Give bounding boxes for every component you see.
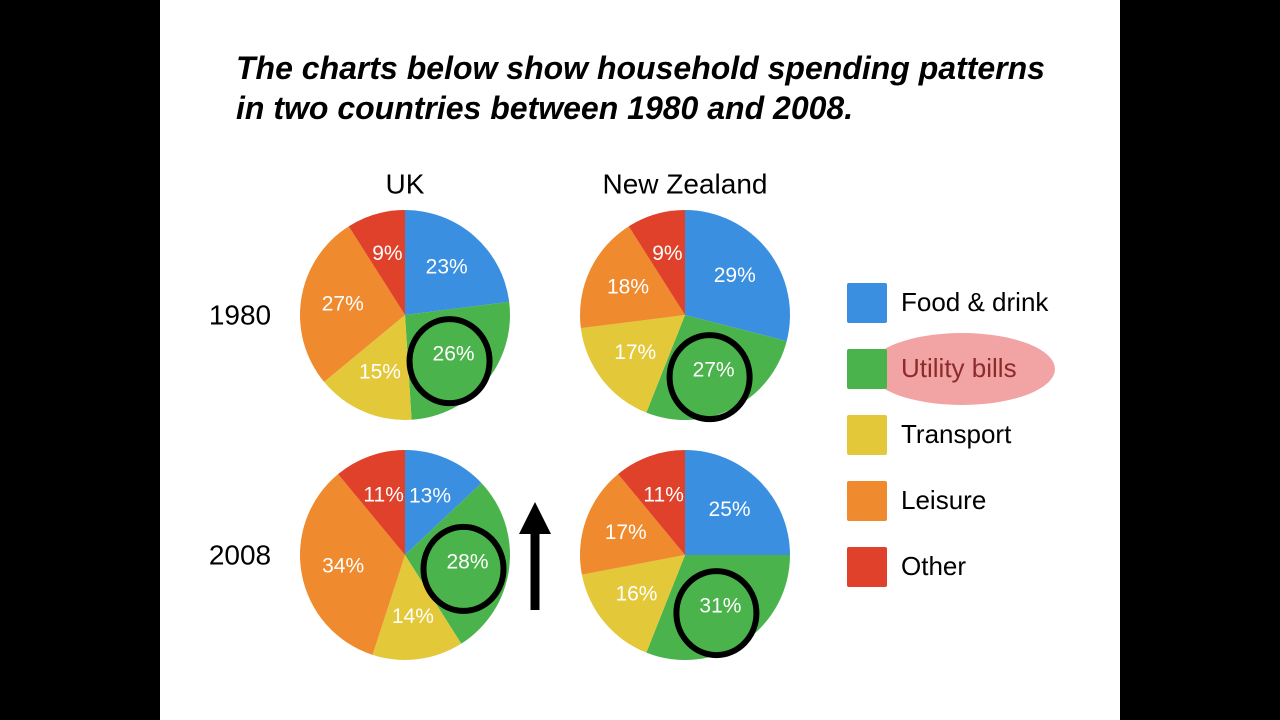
pie-slice	[372, 555, 462, 660]
slice-label: 26%	[433, 343, 475, 366]
pie-slice	[338, 450, 405, 555]
pie-slice	[581, 555, 685, 653]
column-label: New Zealand	[603, 168, 768, 199]
legend-swatch	[847, 349, 887, 389]
slice-label: 17%	[605, 521, 647, 544]
legend-swatch	[847, 481, 887, 521]
pie-slice	[300, 474, 405, 655]
highlight	[869, 333, 1055, 405]
pie-slice	[685, 210, 790, 342]
pie-slice	[580, 474, 685, 575]
slice-label: 11%	[643, 483, 683, 506]
slice-label: 31%	[699, 595, 741, 618]
slice-label: 27%	[322, 293, 364, 316]
slice-label: 17%	[614, 341, 656, 364]
slide-title: The charts below show household spending…	[236, 50, 1045, 126]
slice-label: 9%	[652, 242, 682, 265]
pie-slice	[300, 226, 405, 382]
slice-label: 15%	[359, 360, 401, 383]
pie-slice	[580, 315, 685, 413]
row-label: 2008	[209, 539, 271, 570]
legend-swatch	[847, 283, 887, 323]
slice-label: 27%	[693, 359, 735, 382]
pie-slice	[628, 210, 685, 315]
legend-swatch	[847, 415, 887, 455]
pie-slice	[580, 226, 685, 329]
slice-label: 28%	[446, 550, 488, 573]
slice-label: 16%	[615, 583, 657, 606]
pie-slice	[324, 315, 412, 420]
pie-slice	[646, 315, 787, 420]
pie-slice	[405, 301, 511, 420]
legend-label: Food & drink	[901, 287, 1049, 317]
slice-label: 18%	[607, 276, 649, 299]
slice-label: 29%	[714, 264, 756, 287]
slice-label: 13%	[409, 485, 451, 508]
legend-label: Leisure	[901, 485, 986, 515]
slice-label: 23%	[426, 255, 468, 278]
slice-label: 11%	[363, 483, 403, 506]
annotation-circle	[666, 332, 753, 423]
annotation-circle	[420, 523, 507, 614]
slice-label: 25%	[709, 498, 751, 521]
column-label: UK	[386, 168, 425, 199]
legend-swatch	[847, 547, 887, 587]
pie-slice	[405, 209, 510, 315]
legend-label: Other	[901, 551, 966, 581]
annotation-circle	[406, 316, 493, 407]
pie-slice	[618, 450, 685, 555]
annotation-circle	[673, 568, 760, 659]
pie-slice	[348, 210, 405, 315]
arrow-head	[519, 502, 551, 534]
legend-label: Utility bills	[901, 353, 1017, 383]
legend-label: Transport	[901, 419, 1012, 449]
pie-slice	[405, 450, 482, 555]
slice-label: 34%	[322, 554, 364, 577]
pie-slice	[685, 450, 790, 555]
slice-label: 9%	[372, 242, 402, 265]
slice-label: 14%	[392, 605, 434, 628]
row-label: 1980	[209, 299, 271, 330]
